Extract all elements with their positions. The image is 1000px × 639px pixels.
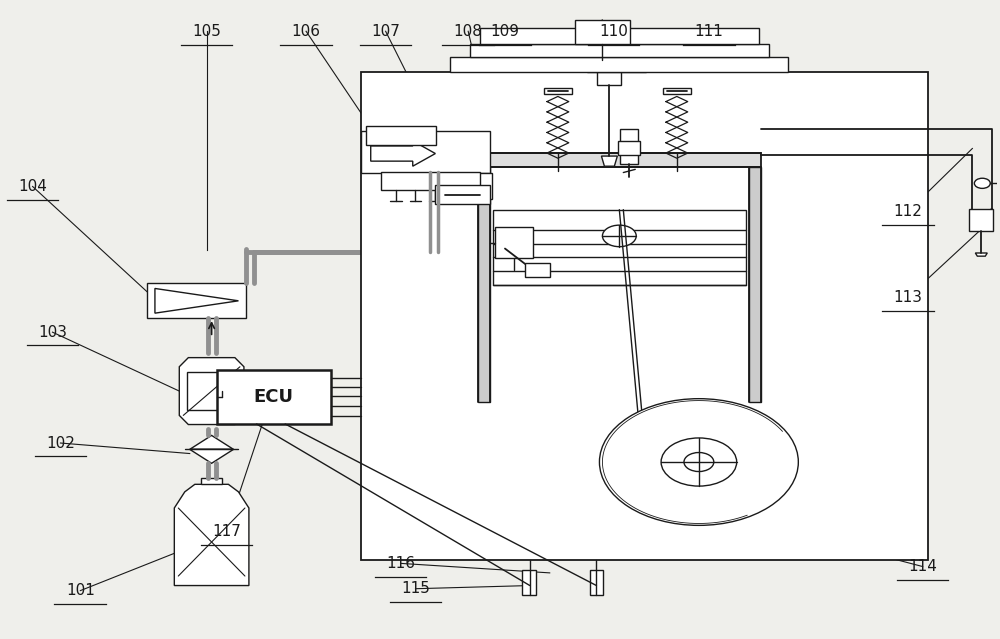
Text: 114: 114 xyxy=(908,559,937,574)
Bar xyxy=(544,88,572,95)
Polygon shape xyxy=(155,288,238,313)
Text: 117: 117 xyxy=(212,524,241,539)
Polygon shape xyxy=(975,253,987,256)
Text: 102: 102 xyxy=(46,436,75,450)
Bar xyxy=(522,570,536,595)
Bar xyxy=(201,478,222,484)
Text: 101: 101 xyxy=(66,583,95,598)
Bar xyxy=(381,172,480,190)
Text: 105: 105 xyxy=(192,24,221,39)
Text: 110: 110 xyxy=(599,24,628,39)
Bar xyxy=(361,132,490,173)
Bar xyxy=(969,209,993,231)
Bar xyxy=(749,167,761,402)
Text: 109: 109 xyxy=(490,24,519,39)
Text: 113: 113 xyxy=(893,290,922,305)
Bar xyxy=(187,372,236,410)
Text: 104: 104 xyxy=(18,179,47,194)
Polygon shape xyxy=(371,141,435,166)
Circle shape xyxy=(684,452,714,472)
Circle shape xyxy=(599,399,798,525)
Circle shape xyxy=(602,225,636,247)
Text: ECU: ECU xyxy=(254,388,294,406)
Bar xyxy=(575,20,630,44)
Text: 107: 107 xyxy=(371,24,400,39)
Bar xyxy=(590,570,603,595)
Bar xyxy=(478,153,761,167)
Text: 108: 108 xyxy=(454,24,483,39)
Bar xyxy=(618,141,640,155)
Bar xyxy=(493,210,746,284)
Polygon shape xyxy=(190,449,233,463)
Bar xyxy=(480,28,759,44)
Bar xyxy=(495,227,533,258)
Bar xyxy=(470,44,768,57)
Bar xyxy=(147,283,246,318)
Bar xyxy=(478,167,490,402)
Bar xyxy=(361,72,928,560)
Circle shape xyxy=(661,438,737,486)
Text: 112: 112 xyxy=(893,204,922,219)
Bar xyxy=(525,263,550,277)
Bar xyxy=(587,49,646,72)
Text: 116: 116 xyxy=(386,556,415,571)
Bar xyxy=(217,370,331,424)
Text: 103: 103 xyxy=(38,325,67,340)
Text: 115: 115 xyxy=(401,581,430,596)
Circle shape xyxy=(974,178,990,189)
Bar xyxy=(597,47,621,85)
Polygon shape xyxy=(190,435,233,449)
Bar xyxy=(435,185,490,204)
Bar xyxy=(460,173,492,199)
Bar xyxy=(450,57,788,72)
Bar xyxy=(366,127,436,145)
Text: 111: 111 xyxy=(694,24,723,39)
Text: 106: 106 xyxy=(292,24,321,39)
Polygon shape xyxy=(179,358,244,424)
Bar xyxy=(620,130,638,164)
Polygon shape xyxy=(174,484,249,585)
Bar xyxy=(663,88,691,95)
Polygon shape xyxy=(601,156,617,166)
